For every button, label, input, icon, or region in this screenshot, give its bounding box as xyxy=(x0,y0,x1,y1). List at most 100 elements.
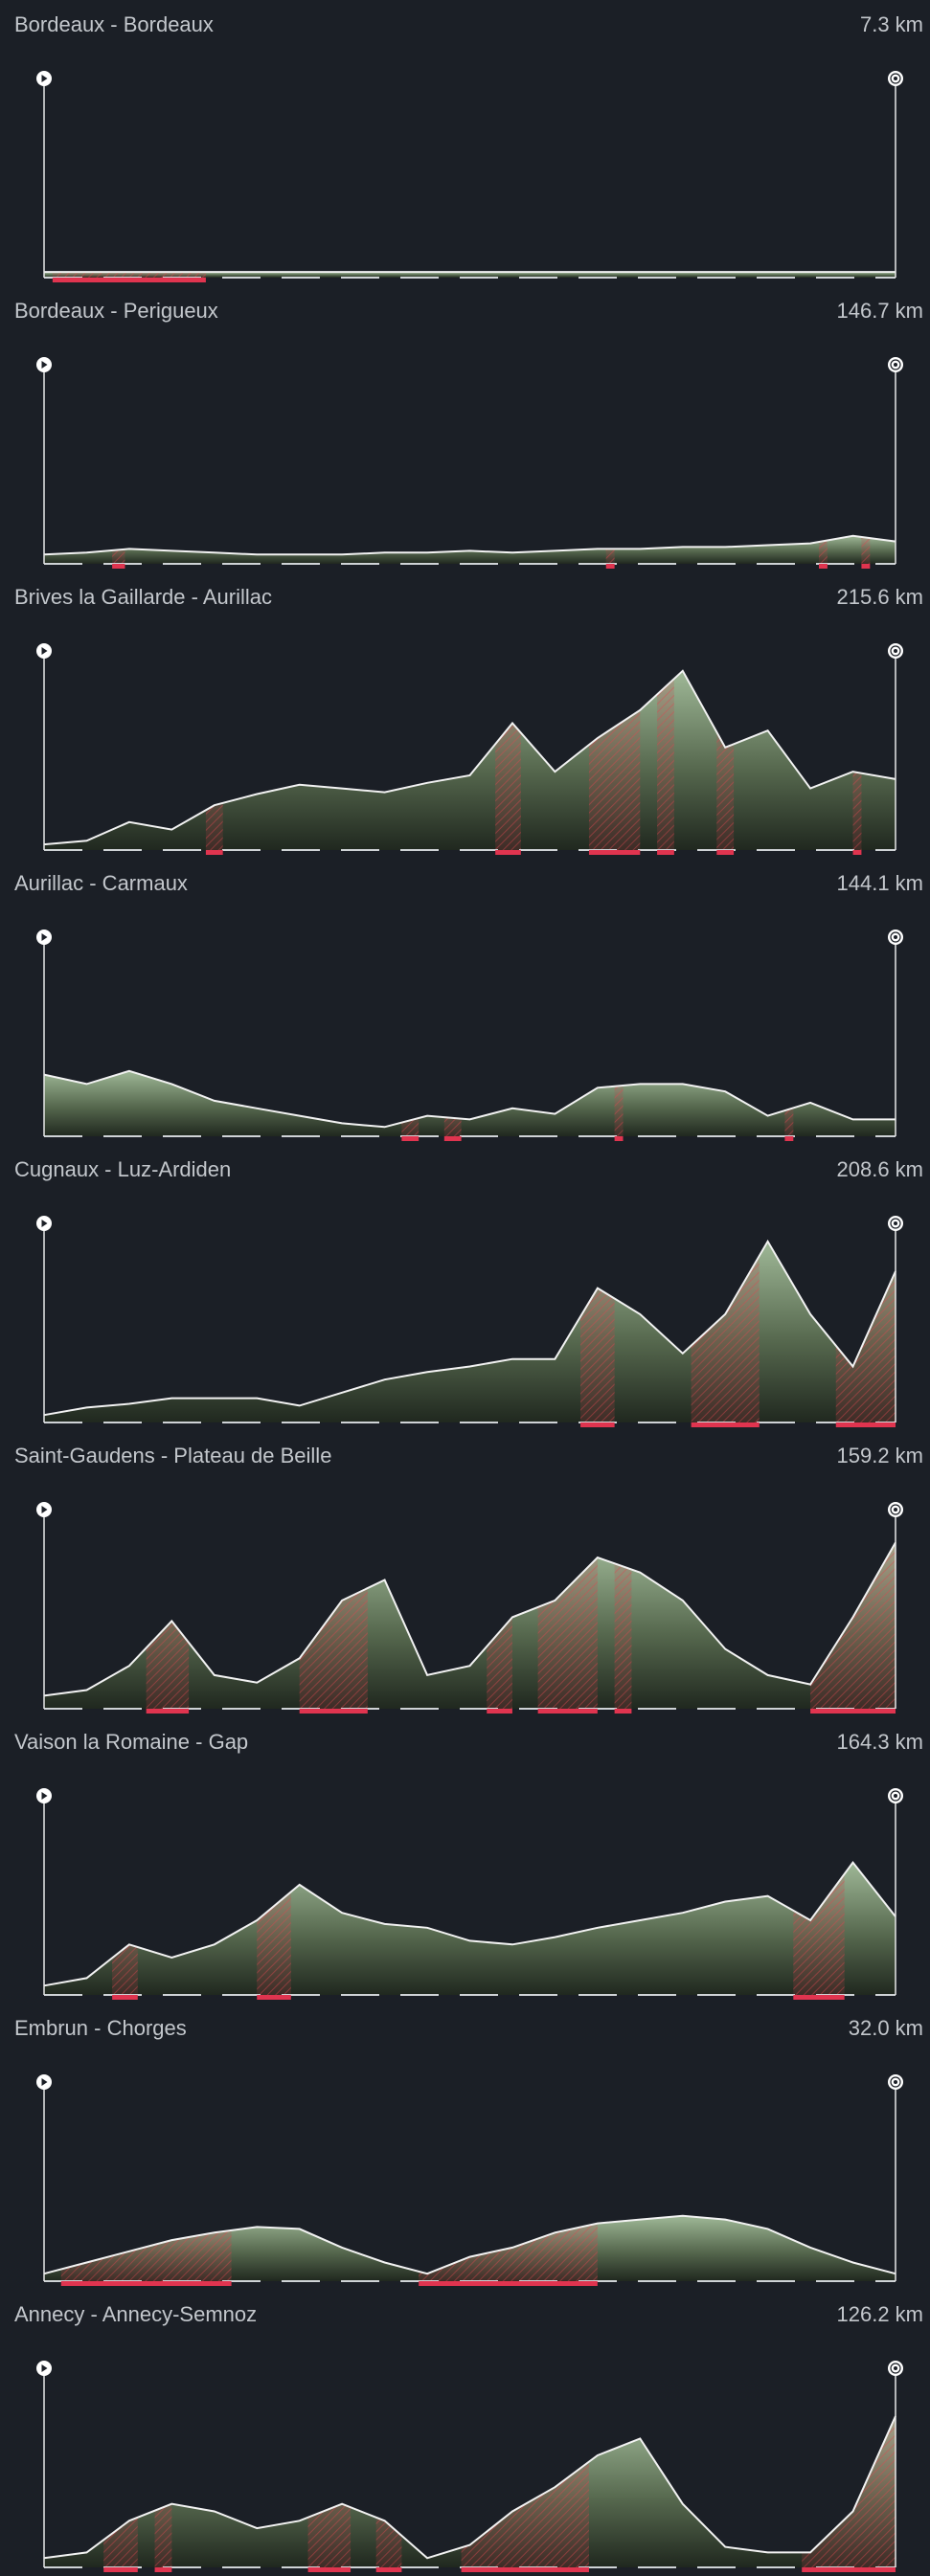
profile-area xyxy=(44,535,896,564)
climb-bar xyxy=(793,1995,845,2000)
climb-bar xyxy=(112,1995,138,2000)
finish-ring xyxy=(890,73,901,84)
climb-bar xyxy=(810,1709,896,1714)
climb-hatch xyxy=(691,1241,760,1422)
climb-bar xyxy=(580,1422,615,1427)
profile-area xyxy=(44,1241,896,1422)
climb-bar xyxy=(605,564,615,569)
finish-dot xyxy=(894,1794,897,1798)
profile-area xyxy=(44,1542,896,1709)
climb-bar xyxy=(716,850,735,855)
climb-bar xyxy=(257,1995,291,2000)
climb-bar xyxy=(802,2567,896,2572)
climb-hatch xyxy=(802,2416,896,2567)
climb-hatch xyxy=(537,1542,598,1709)
climb-hatch xyxy=(443,1070,462,1136)
climb-hatch xyxy=(588,670,641,850)
climb-hatch xyxy=(495,670,521,850)
finish-ring xyxy=(890,1504,901,1515)
climb-bar xyxy=(861,564,871,569)
stage-distance: 146.7 km xyxy=(837,299,924,323)
climb-hatch xyxy=(103,2416,138,2567)
climb-hatch xyxy=(818,535,828,564)
profile-line xyxy=(43,1239,896,1417)
start-icon xyxy=(41,1220,48,1227)
stage-distance: 164.3 km xyxy=(837,1730,924,1754)
finish-dot xyxy=(894,77,897,80)
stage-name: Embrun - Chorges xyxy=(14,2016,187,2040)
climb-hatch xyxy=(793,1862,845,1995)
finish-dot xyxy=(894,1508,897,1512)
climb-hatch xyxy=(112,535,125,564)
start-icon xyxy=(41,647,48,655)
climb-hatch xyxy=(716,670,735,850)
finish-dot xyxy=(894,2080,897,2084)
climb-bar xyxy=(495,850,521,855)
finish-ring xyxy=(890,645,901,657)
stage-name: Bordeaux - Perigueux xyxy=(14,299,218,323)
climb-hatch xyxy=(461,2416,589,2567)
finish-dot xyxy=(894,935,897,939)
stage-distance: 7.3 km xyxy=(860,12,923,36)
climb-bar xyxy=(419,2281,598,2286)
climb-bar xyxy=(401,1136,420,1141)
climb-hatch xyxy=(307,2416,352,2567)
climb-bar xyxy=(537,1709,598,1714)
profile-area xyxy=(44,2416,896,2567)
start-icon xyxy=(41,75,48,82)
climb-bar xyxy=(588,850,641,855)
climb-bar xyxy=(299,1709,368,1714)
climb-hatch xyxy=(375,2416,402,2567)
finish-dot xyxy=(894,1221,897,1225)
climb-bar xyxy=(205,850,223,855)
stage-name: Vaison la Romaine - Gap xyxy=(14,1730,248,1754)
stage-name: Annecy - Annecy-Semnoz xyxy=(14,2302,257,2326)
start-icon xyxy=(41,1506,48,1513)
climb-bar xyxy=(307,2567,352,2572)
finish-dot xyxy=(894,2366,897,2370)
stage-distance: 126.2 km xyxy=(837,2302,924,2326)
stage: Bordeaux - Perigueux 146.7 km xyxy=(14,299,923,569)
climb-bar xyxy=(154,2567,172,2572)
climb-bar xyxy=(835,1422,896,1427)
climb-hatch xyxy=(205,670,223,850)
profile-line xyxy=(43,1069,896,1129)
profile-area xyxy=(44,2215,896,2281)
climb-hatch xyxy=(580,1241,615,1422)
climb-hatch xyxy=(605,535,615,564)
climb-hatch xyxy=(146,1542,190,1709)
start-icon xyxy=(41,361,48,369)
stage-distance: 32.0 km xyxy=(849,2016,923,2040)
climb-hatch xyxy=(401,1070,420,1136)
climb-hatch xyxy=(614,1542,632,1709)
start-icon xyxy=(41,933,48,941)
climb-hatch xyxy=(52,272,206,278)
stage: Aurillac - Carmaux 144.1 km xyxy=(14,871,923,1141)
climb-bar xyxy=(146,1709,190,1714)
climb-bar xyxy=(52,278,206,282)
profile-line xyxy=(43,1541,896,1697)
climb-bar xyxy=(443,1136,462,1141)
profile-line xyxy=(43,669,896,846)
finish-ring xyxy=(890,2076,901,2088)
climb-hatch xyxy=(419,2215,598,2281)
start-icon xyxy=(41,2078,48,2086)
climb-hatch xyxy=(784,1070,794,1136)
stage: Vaison la Romaine - Gap 164.3 km xyxy=(14,1730,923,2000)
profile-line xyxy=(43,2214,896,2275)
climb-bar xyxy=(852,850,862,855)
climb-bar xyxy=(657,850,674,855)
start-icon xyxy=(41,2364,48,2372)
start-icon xyxy=(41,1792,48,1800)
climb-hatch xyxy=(112,1862,138,1995)
climb-hatch xyxy=(810,1542,896,1709)
finish-ring xyxy=(890,1790,901,1802)
climb-hatch xyxy=(60,2215,232,2281)
stage: Saint-Gaudens - Plateau de Beille 159.2 k… xyxy=(14,1444,923,1714)
finish-ring xyxy=(890,931,901,943)
profile-line xyxy=(43,1860,896,1987)
stage-name: Bordeaux - Bordeaux xyxy=(14,12,214,36)
stage-name: Aurillac - Carmaux xyxy=(14,871,188,895)
